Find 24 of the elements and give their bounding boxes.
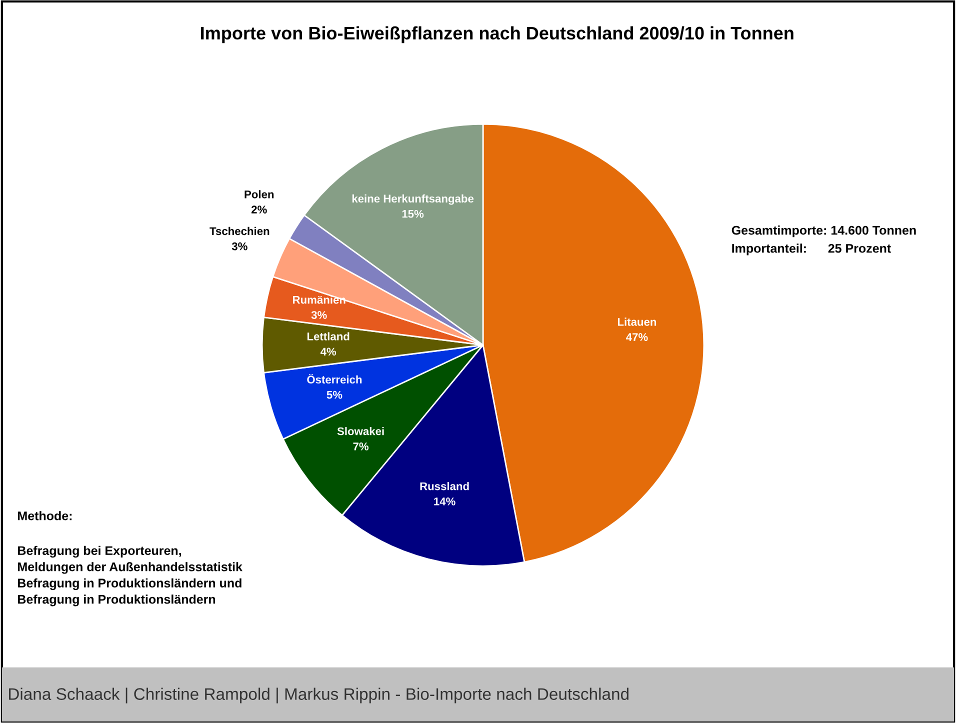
slice-label: Tschechien	[210, 226, 270, 236]
data-label: 4%	[320, 348, 336, 356]
text: Importanteil: 25 Prozent	[732, 244, 891, 256]
slice-label: Litauen	[618, 318, 656, 326]
data-label: 3%	[232, 242, 248, 250]
text: Gesamtimporte: 14.600 Tonnen	[732, 226, 916, 238]
slice-label: Polen	[244, 190, 274, 198]
data-label: 5%	[326, 390, 342, 399]
data-label: 14%	[434, 498, 456, 506]
chart-title: Importe von Bio-Eiweißpflanzen nach Deutschland 2009/10 in Tonnen	[201, 26, 794, 44]
text: Methode:	[18, 511, 72, 520]
slice-label: keine Herkunftsangabe	[352, 194, 474, 205]
data-label: 47%	[626, 333, 648, 341]
slice-label: Lettland	[307, 332, 350, 340]
data-label: 15%	[402, 210, 424, 218]
text: Befragung bei Exporteuren, Meldungen der Außenhandelsstatistik Befragung in Produktionsländern und Befragung in Produktionsländern	[18, 546, 242, 606]
data-label: 7%	[353, 442, 369, 450]
slice-label: Slowakei	[337, 427, 384, 436]
slice-label: Rumänien	[293, 296, 346, 304]
data-label: 2%	[251, 206, 267, 214]
data-label: 3%	[311, 311, 327, 319]
slice-label: Österreich	[307, 374, 362, 384]
text: Diana Schaack | Christine Rampold | Markus Rippin - Bio-Importe nach Deutschland	[9, 688, 628, 704]
slice-label: Russland	[420, 482, 469, 490]
